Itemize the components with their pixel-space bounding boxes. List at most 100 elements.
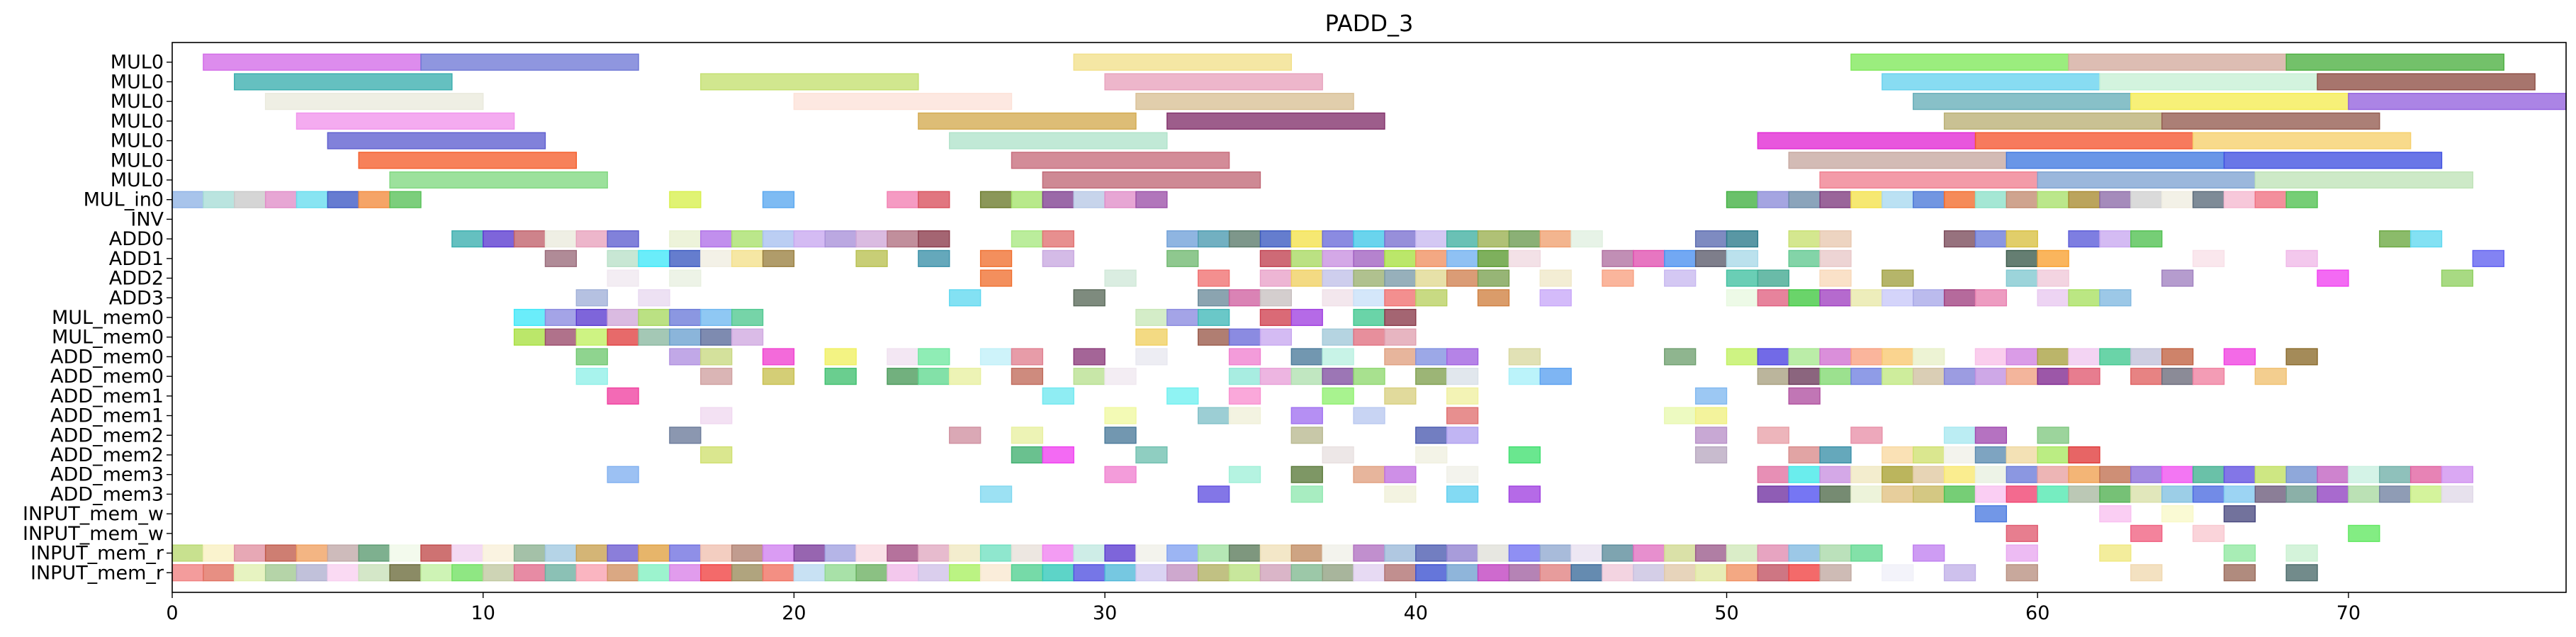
- task-bar: [1135, 564, 1168, 582]
- task-bar: [1819, 446, 1852, 464]
- task-bar: [575, 328, 608, 346]
- task-bar: [1353, 230, 1385, 248]
- task-bar: [1384, 348, 1417, 366]
- task-bar: [638, 544, 670, 562]
- y-tick-label: ADD1: [109, 248, 164, 270]
- task-bar: [1322, 446, 1354, 464]
- task-bar: [2068, 53, 2287, 71]
- task-bar: [2161, 269, 2194, 287]
- task-bar: [1913, 466, 1945, 483]
- task-bar: [700, 564, 733, 582]
- task-bar: [264, 544, 298, 562]
- task-bar: [358, 564, 390, 582]
- task-bar: [1726, 230, 1759, 248]
- task-bar: [1819, 171, 2038, 189]
- task-bar: [1757, 427, 1789, 444]
- task-bar: [1508, 230, 1541, 248]
- task-bar: [607, 269, 639, 287]
- task-bar: [1943, 446, 1976, 464]
- task-bar: [2192, 368, 2225, 385]
- task-bar: [1788, 466, 1821, 483]
- task-bar: [1322, 564, 1354, 582]
- task-bar: [2161, 485, 2194, 503]
- task-bar: [638, 564, 670, 582]
- task-bar: [2192, 466, 2225, 483]
- task-bar: [1602, 269, 1634, 287]
- y-tick-label: INV: [130, 208, 164, 230]
- task-bar: [1104, 466, 1137, 483]
- task-bar: [1726, 249, 1759, 267]
- task-bar: [2254, 485, 2287, 503]
- y-tick-label: MUL_mem0: [52, 307, 164, 329]
- task-bar: [1788, 289, 1821, 307]
- x-tick-label: 60: [2025, 602, 2049, 624]
- task-bar: [2006, 446, 2038, 464]
- task-bar: [1166, 112, 1385, 130]
- task-bar: [296, 112, 515, 130]
- task-bar: [700, 328, 733, 346]
- y-tick-label: MUL0: [111, 150, 164, 171]
- task-bar: [1882, 269, 1914, 287]
- task-bar: [1694, 446, 1728, 464]
- task-bar: [918, 230, 950, 248]
- task-bar: [1198, 564, 1230, 582]
- task-bar: [887, 191, 919, 208]
- task-bar: [1446, 466, 1479, 483]
- task-bar: [2379, 466, 2412, 483]
- task-bar: [1974, 348, 2008, 366]
- task-bar: [2099, 544, 2132, 562]
- task-bar: [918, 368, 950, 385]
- task-bar: [2409, 466, 2443, 483]
- task-bar: [2285, 466, 2318, 483]
- task-bar: [1384, 249, 1417, 267]
- task-bar: [2254, 171, 2474, 189]
- task-bar: [638, 308, 670, 327]
- task-bar: [2223, 564, 2256, 582]
- task-bar: [855, 249, 888, 267]
- task-bar: [1290, 466, 1323, 483]
- task-bar: [2130, 368, 2163, 385]
- task-bar: [1415, 289, 1448, 307]
- task-bar: [824, 544, 857, 562]
- task-bar: [2348, 466, 2380, 483]
- task-bar: [669, 564, 702, 582]
- task-bar: [2130, 191, 2163, 208]
- task-bar: [2409, 485, 2443, 503]
- task-bar: [1788, 230, 1821, 248]
- y-tick-label: MUL_in0: [84, 189, 164, 211]
- task-bar: [1477, 564, 1510, 582]
- task-bar: [1850, 485, 1883, 503]
- task-bar: [1664, 564, 1697, 582]
- task-bar: [203, 544, 235, 562]
- task-bar: [607, 249, 639, 267]
- task-bar: [979, 249, 1013, 267]
- task-bar: [513, 328, 546, 346]
- task-bar: [2317, 466, 2349, 483]
- task-bar: [1974, 505, 2008, 523]
- task-bar: [544, 249, 578, 267]
- task-bar: [544, 328, 578, 346]
- task-bar: [327, 191, 359, 208]
- task-bar: [1508, 544, 1541, 562]
- task-bar: [1104, 368, 1137, 385]
- task-bar: [2099, 191, 2132, 208]
- task-bar: [1788, 368, 1821, 385]
- y-tick-label: ADD_mem3: [50, 464, 164, 486]
- task-bar: [1570, 544, 1603, 562]
- task-bar: [1819, 564, 1852, 582]
- task-bar: [296, 564, 329, 582]
- task-bar: [1943, 191, 1976, 208]
- task-bar: [1104, 427, 1137, 444]
- task-bar: [2441, 466, 2474, 483]
- chart-title: PADD_3: [1325, 10, 1414, 37]
- task-bar: [918, 348, 950, 366]
- task-bar: [824, 564, 857, 582]
- task-bar: [1228, 387, 1261, 405]
- task-bar: [358, 152, 578, 169]
- task-bar: [1290, 249, 1323, 267]
- task-bar: [1104, 544, 1137, 562]
- task-bar: [1446, 485, 1479, 503]
- task-bar: [2348, 93, 2567, 111]
- task-bar: [887, 544, 919, 562]
